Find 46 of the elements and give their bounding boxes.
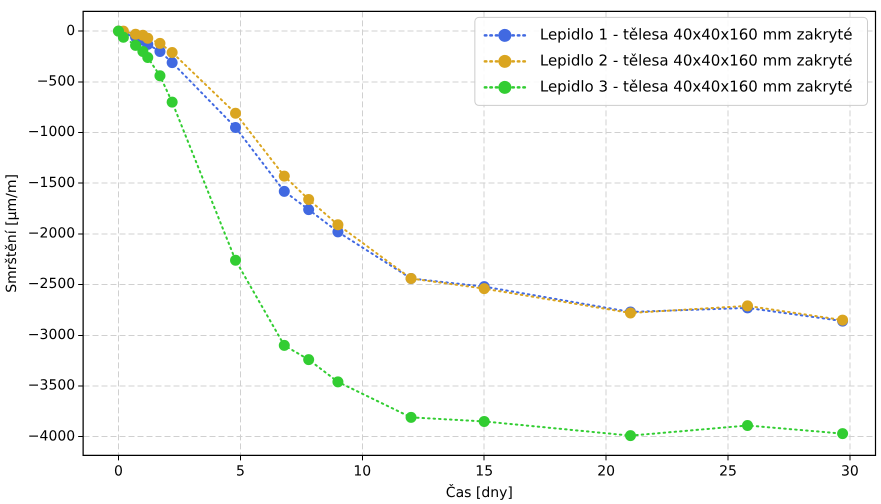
x-axis-title: Čas [dny] <box>446 484 513 502</box>
point <box>118 32 129 43</box>
y-tick-label: −2000 <box>28 226 76 242</box>
y-tick-label: −2500 <box>28 276 76 292</box>
y-tick-label: −3000 <box>28 326 76 343</box>
x-tick-label: 0 <box>114 463 123 480</box>
point <box>230 122 242 133</box>
legend-label: Lepidlo 2 - tělesa 40x40x160 mm zakryté <box>540 51 853 70</box>
point <box>154 38 166 49</box>
point <box>332 376 344 388</box>
y-tick-label: 0 <box>66 22 76 39</box>
y-tick-label: −3500 <box>28 378 76 394</box>
point <box>742 420 754 431</box>
y-tick-label: −1500 <box>28 174 76 191</box>
x-tick-label: 20 <box>597 463 616 480</box>
point <box>142 52 154 64</box>
point <box>130 40 142 51</box>
point <box>142 32 154 44</box>
point <box>837 428 848 440</box>
x-tick-label: 15 <box>475 463 494 480</box>
point <box>478 416 490 427</box>
point <box>303 194 314 205</box>
x-tick-label: 10 <box>353 463 372 480</box>
x-tick-label: 5 <box>236 463 245 480</box>
point <box>303 354 314 366</box>
point <box>166 57 178 68</box>
point <box>154 70 166 82</box>
legend-label: Lepidlo 1 - tělesa 40x40x160 mm zakryté <box>540 25 853 44</box>
point <box>406 412 417 423</box>
point <box>166 96 178 108</box>
y-tick-label: −4000 <box>28 428 76 444</box>
point <box>303 204 314 216</box>
legend-label: Lepidlo 3 - tělesa 40x40x160 mm zakryté <box>540 77 853 96</box>
point <box>230 254 242 266</box>
point <box>332 219 344 230</box>
point <box>624 430 636 442</box>
point <box>166 46 178 58</box>
point <box>278 186 290 197</box>
y-tick-label: −1000 <box>28 124 76 140</box>
x-tick-label: 25 <box>719 463 737 480</box>
point <box>278 170 290 182</box>
y-axis-title: Smrštění [µm/m] <box>4 174 20 293</box>
point <box>278 340 290 351</box>
x-tick-label: 30 <box>840 463 859 480</box>
y-tick-label: −500 <box>36 73 76 90</box>
point <box>230 108 242 119</box>
